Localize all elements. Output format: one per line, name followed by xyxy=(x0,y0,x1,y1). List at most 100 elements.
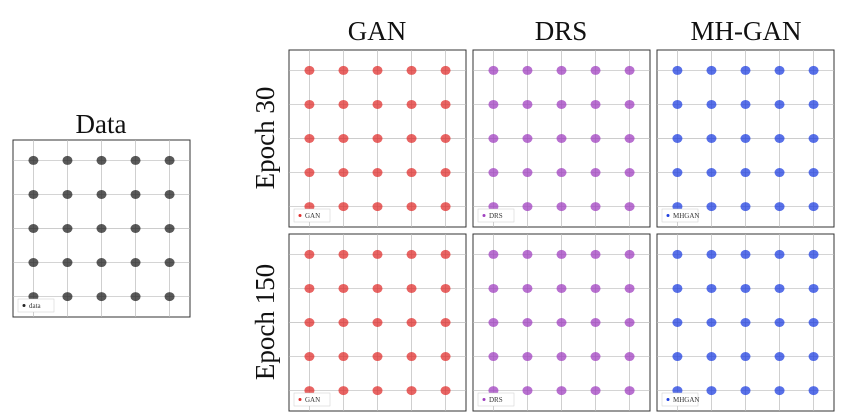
point-cluster xyxy=(556,168,567,178)
point-cluster xyxy=(706,168,717,178)
point-cluster xyxy=(808,168,819,178)
point-cluster xyxy=(304,65,315,75)
point-cluster xyxy=(488,99,499,109)
legend-marker xyxy=(666,398,670,401)
panel: DRS xyxy=(472,233,651,412)
legend-marker xyxy=(298,398,302,401)
point-cluster xyxy=(372,134,383,143)
point-cluster xyxy=(624,386,635,396)
point-cluster xyxy=(808,202,819,212)
point-cluster xyxy=(372,352,383,362)
point-cluster xyxy=(590,202,601,212)
legend-label: MHGAN xyxy=(673,212,699,220)
point-cluster xyxy=(406,99,417,109)
point-cluster xyxy=(440,318,451,327)
point-cluster xyxy=(522,283,533,293)
point-cluster xyxy=(774,134,785,143)
point-cluster xyxy=(304,168,315,178)
point-cluster xyxy=(130,155,141,165)
point-cluster xyxy=(774,283,785,293)
point-cluster xyxy=(338,249,349,259)
point-cluster xyxy=(672,283,683,293)
point-cluster xyxy=(808,283,819,293)
point-cluster xyxy=(522,134,533,143)
point-cluster xyxy=(672,352,683,362)
point-cluster xyxy=(774,65,785,75)
legend-box xyxy=(661,392,699,407)
point-cluster xyxy=(740,386,751,396)
legend-box xyxy=(293,392,331,407)
point-cluster xyxy=(774,386,785,396)
point-cluster xyxy=(372,202,383,212)
point-cluster xyxy=(590,352,601,362)
point-cluster xyxy=(522,168,533,178)
point-cluster xyxy=(304,249,315,259)
point-cluster xyxy=(338,168,349,178)
point-cluster xyxy=(672,318,683,327)
point-cluster xyxy=(590,134,601,143)
point-cluster xyxy=(590,168,601,178)
point-cluster xyxy=(556,202,567,212)
point-cluster xyxy=(338,134,349,143)
point-cluster xyxy=(440,65,451,75)
point-cluster xyxy=(590,249,601,259)
point-cluster xyxy=(522,202,533,212)
point-cluster xyxy=(808,65,819,75)
legend-box xyxy=(661,208,699,223)
point-cluster xyxy=(406,65,417,75)
point-cluster xyxy=(774,352,785,362)
panel: GAN xyxy=(288,233,467,412)
point-cluster xyxy=(624,249,635,259)
legend-marker xyxy=(298,214,302,217)
point-cluster xyxy=(372,249,383,259)
point-cluster xyxy=(590,65,601,75)
point-cluster xyxy=(672,65,683,75)
point-cluster xyxy=(130,258,141,268)
point-cluster xyxy=(372,99,383,109)
point-cluster xyxy=(338,65,349,75)
point-cluster xyxy=(672,249,683,259)
point-cluster xyxy=(624,99,635,109)
point-cluster xyxy=(440,386,451,396)
point-cluster xyxy=(440,134,451,143)
point-cluster xyxy=(590,99,601,109)
point-cluster xyxy=(96,155,107,165)
point-cluster xyxy=(624,352,635,362)
point-cluster xyxy=(372,283,383,293)
legend-label: DRS xyxy=(489,212,503,220)
point-cluster xyxy=(96,292,107,302)
panel: GAN xyxy=(288,49,467,228)
column-title: DRS xyxy=(535,16,588,46)
point-cluster xyxy=(706,318,717,327)
point-cluster xyxy=(28,189,39,199)
point-cluster xyxy=(808,386,819,396)
point-cluster xyxy=(774,99,785,109)
panel: DRS xyxy=(472,49,651,228)
point-cluster xyxy=(774,168,785,178)
point-cluster xyxy=(556,318,567,327)
point-cluster xyxy=(624,134,635,143)
point-cluster xyxy=(706,65,717,75)
point-cluster xyxy=(130,224,141,233)
point-cluster xyxy=(590,386,601,396)
point-cluster xyxy=(706,134,717,143)
point-cluster xyxy=(556,283,567,293)
point-cluster xyxy=(338,352,349,362)
point-cluster xyxy=(624,283,635,293)
point-cluster xyxy=(706,386,717,396)
point-cluster xyxy=(808,318,819,327)
point-cluster xyxy=(522,99,533,109)
point-cluster xyxy=(624,318,635,327)
point-cluster xyxy=(488,352,499,362)
point-cluster xyxy=(304,283,315,293)
legend-box xyxy=(293,208,331,223)
point-cluster xyxy=(706,352,717,362)
point-cluster xyxy=(440,249,451,259)
point-cluster xyxy=(522,318,533,327)
point-cluster xyxy=(488,65,499,75)
point-cluster xyxy=(706,283,717,293)
legend-label: DRS xyxy=(489,396,503,404)
point-cluster xyxy=(164,224,175,233)
point-cluster xyxy=(740,99,751,109)
point-cluster xyxy=(338,99,349,109)
